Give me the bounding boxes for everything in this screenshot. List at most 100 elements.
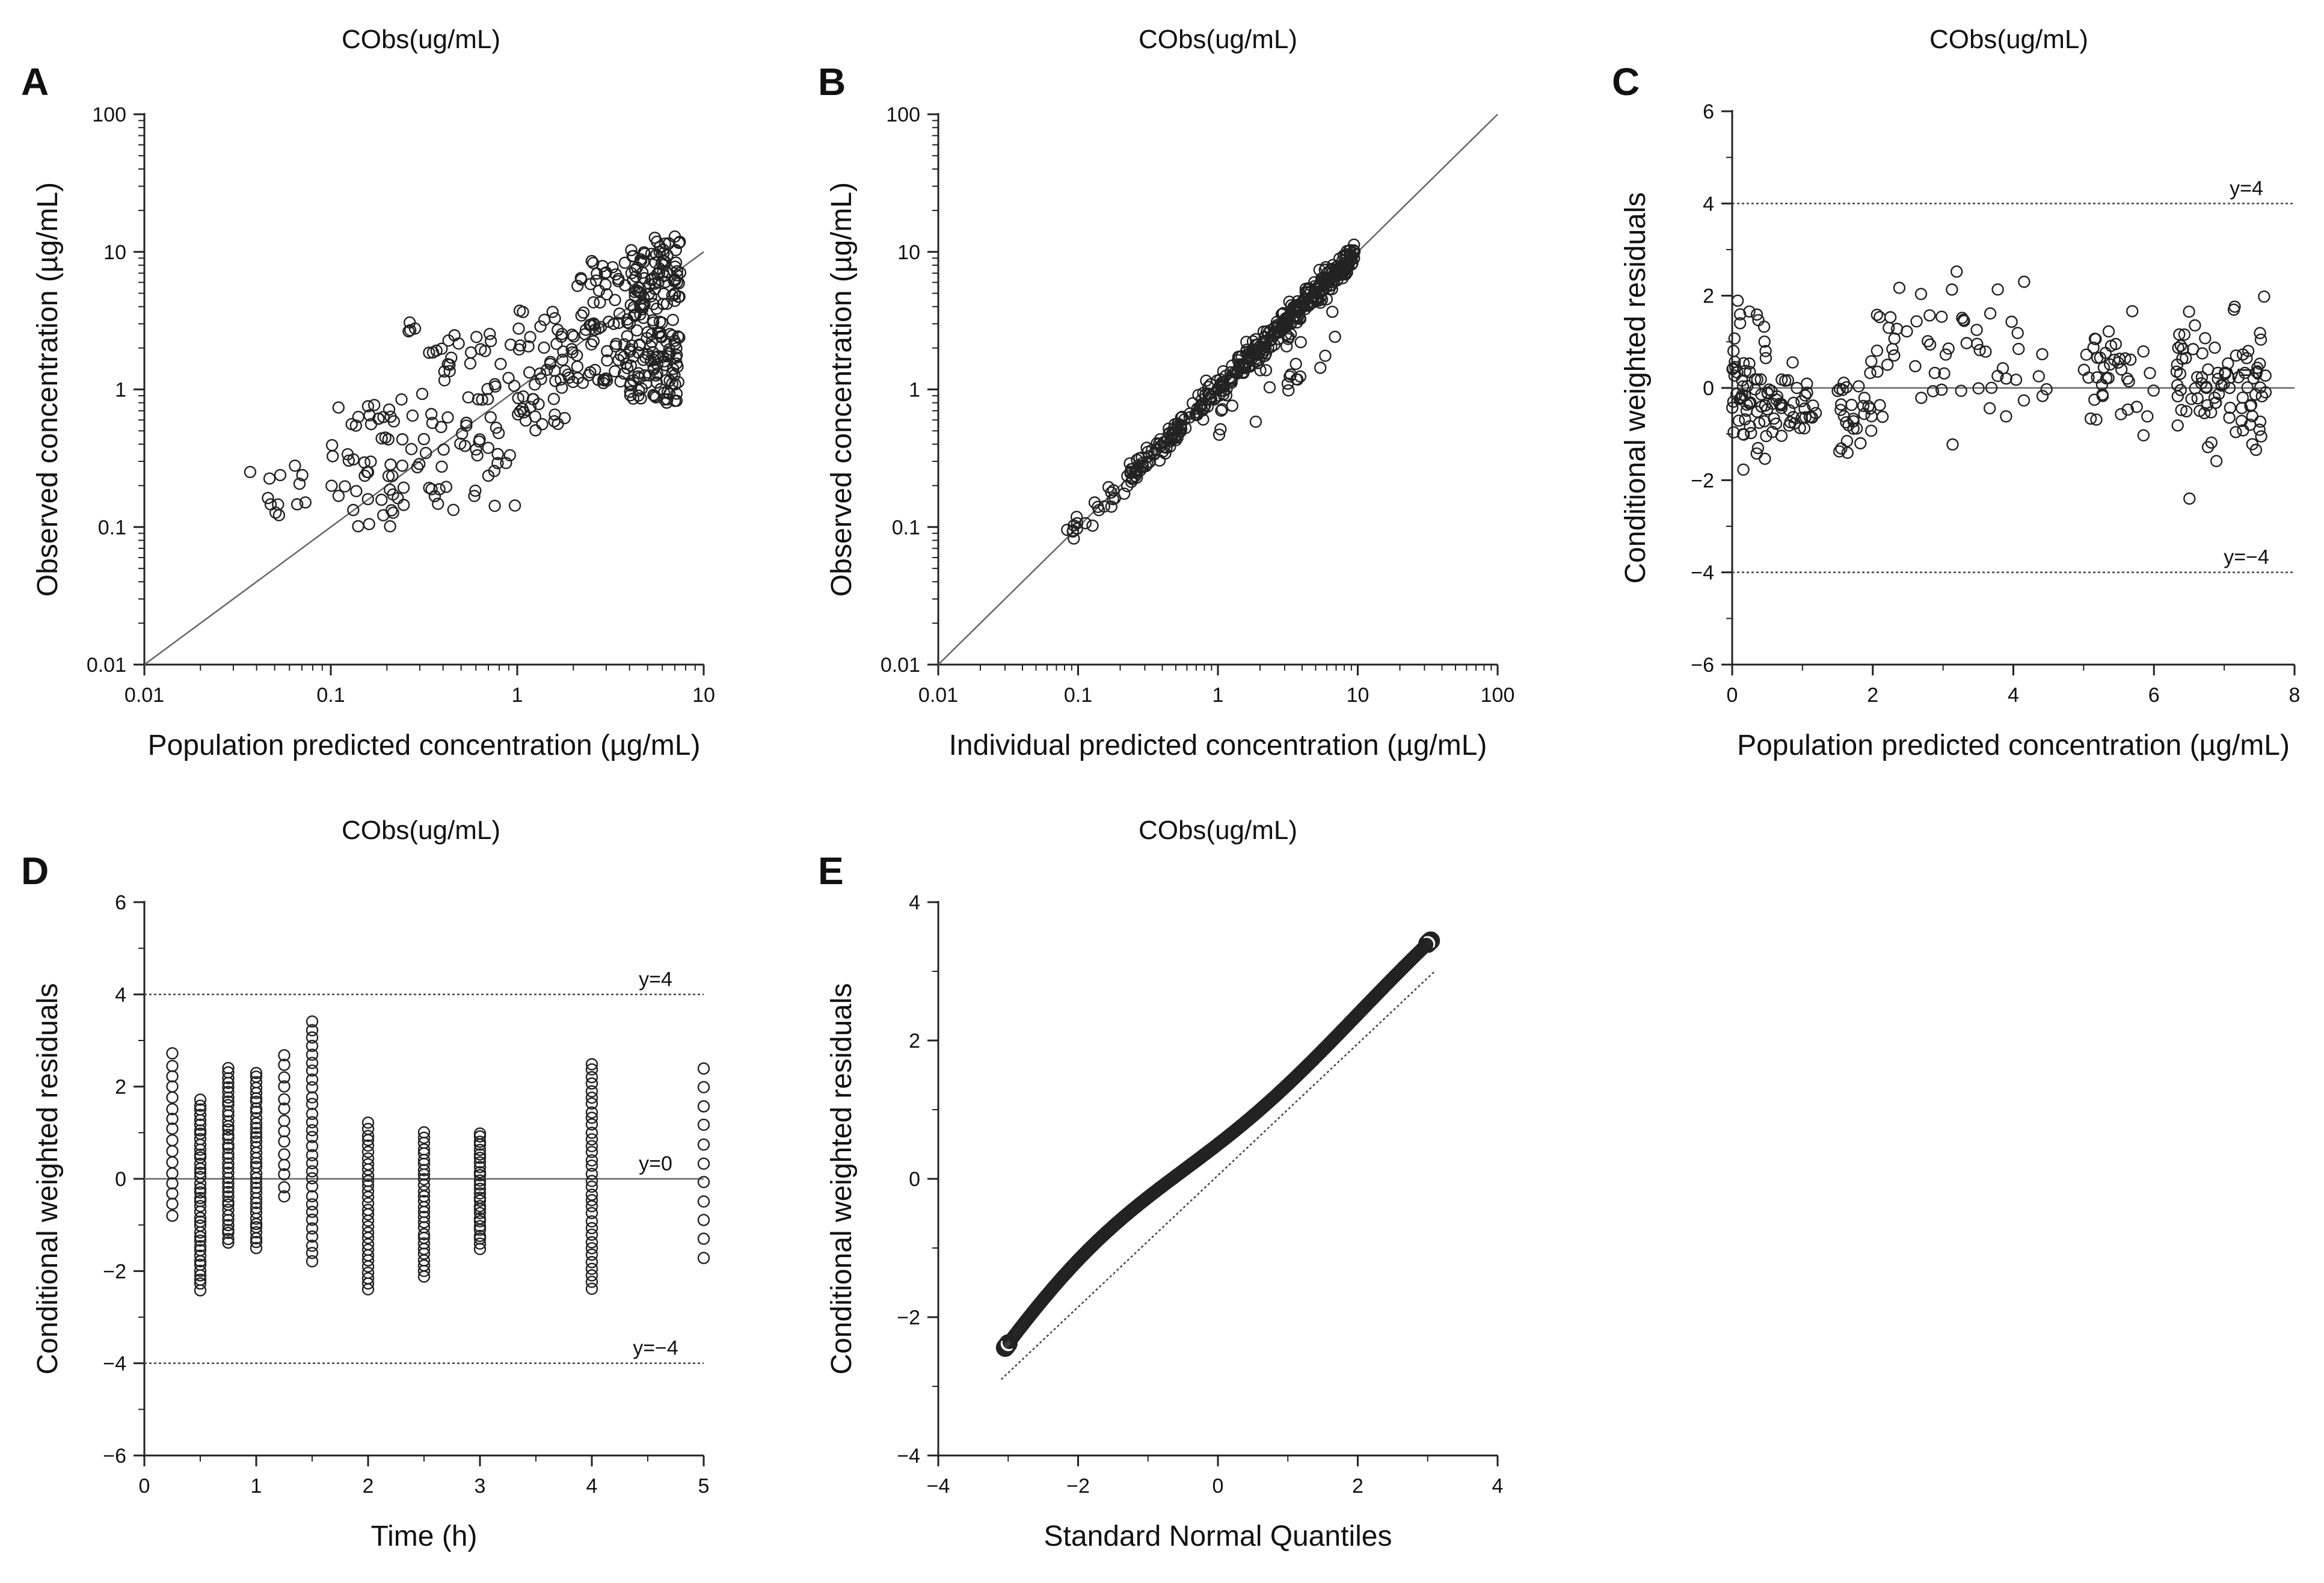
data-point xyxy=(669,256,683,269)
data-point xyxy=(1283,370,1296,383)
data-point xyxy=(659,275,672,289)
data-point xyxy=(1140,441,1153,454)
panel-letter: B xyxy=(818,60,846,103)
panel-e: CObs(ug/mL) E −4 −2 0 2 4 −4 −2 0 2 4 Standard Norma… xyxy=(818,816,1503,1552)
data-point xyxy=(517,306,529,318)
data-point xyxy=(544,355,557,368)
data-point xyxy=(670,349,683,361)
data-point xyxy=(2121,372,2134,385)
data-point xyxy=(1871,365,1884,378)
data-point xyxy=(194,1191,207,1205)
data-point xyxy=(166,1187,179,1200)
data-point xyxy=(417,1259,431,1272)
data-point xyxy=(2137,345,2150,358)
data-point xyxy=(1834,404,1847,416)
data-point xyxy=(332,490,345,502)
data-point xyxy=(222,1099,235,1111)
data-point xyxy=(194,1264,207,1277)
x-tick-label: 10 xyxy=(692,684,715,707)
data-point xyxy=(1783,419,1796,432)
data-point xyxy=(630,324,644,337)
data-point xyxy=(1979,345,1992,358)
data-point xyxy=(1288,303,1301,315)
data-point xyxy=(1214,423,1227,435)
data-point xyxy=(538,313,551,326)
data-point xyxy=(306,1165,319,1178)
data-point xyxy=(473,1148,487,1161)
data-point xyxy=(2119,352,2132,365)
data-point xyxy=(613,307,626,320)
data-point xyxy=(332,401,345,414)
data-point xyxy=(585,1097,598,1110)
data-point xyxy=(352,520,364,533)
data-point xyxy=(1865,355,1878,367)
data-point xyxy=(491,456,504,470)
data-point xyxy=(585,1085,598,1098)
data-point xyxy=(361,1243,375,1256)
data-point xyxy=(697,1062,710,1075)
data-point xyxy=(361,1122,375,1136)
data-point xyxy=(278,1125,290,1138)
x-tick-label: 100 xyxy=(1481,684,1515,707)
data-point xyxy=(194,1127,207,1140)
data-point xyxy=(1302,300,1315,312)
data-point xyxy=(555,330,568,343)
data-point xyxy=(529,424,542,437)
data-point xyxy=(306,1031,319,1044)
data-point xyxy=(2121,403,2135,416)
data-point xyxy=(624,359,638,372)
data-point xyxy=(1935,383,1948,396)
y-tick-label: −6 xyxy=(1691,654,1714,677)
data-point xyxy=(473,1169,487,1182)
data-point xyxy=(1731,294,1744,307)
data-point xyxy=(443,364,456,378)
data-point xyxy=(361,493,374,506)
data-point xyxy=(1256,342,1269,355)
data-point xyxy=(576,377,589,389)
data-point xyxy=(653,262,666,275)
data-point xyxy=(650,376,663,389)
data-point xyxy=(1928,366,1941,380)
data-point xyxy=(416,387,429,401)
data-point xyxy=(1125,476,1138,488)
data-point xyxy=(600,288,613,301)
data-point xyxy=(306,1190,319,1203)
data-point xyxy=(1068,519,1080,532)
x-tick-label: 5 xyxy=(698,1475,710,1498)
data-point xyxy=(417,1228,431,1241)
data-point xyxy=(1336,260,1348,273)
data-point xyxy=(447,503,460,516)
data-point xyxy=(2176,352,2189,365)
data-point xyxy=(1996,362,2009,375)
data-point xyxy=(697,1214,710,1226)
data-point xyxy=(417,1185,431,1198)
data-point xyxy=(361,400,375,413)
data-point xyxy=(594,296,606,309)
data-point xyxy=(306,1039,319,1053)
data-point xyxy=(1186,397,1199,410)
x-tick-label: 1 xyxy=(251,1475,262,1498)
data-point xyxy=(1743,357,1756,370)
data-point xyxy=(1156,445,1169,458)
data-point xyxy=(194,1099,207,1112)
data-point xyxy=(1259,364,1273,377)
data-point xyxy=(194,1157,207,1170)
data-point xyxy=(2224,401,2237,414)
data-point xyxy=(1251,357,1264,369)
data-point xyxy=(405,443,418,455)
x-tick-label: 0.1 xyxy=(316,684,345,707)
x-tick-label: 0.01 xyxy=(124,684,164,707)
data-point xyxy=(222,1081,235,1094)
data-point xyxy=(306,1073,319,1086)
data-point xyxy=(585,1269,598,1282)
data-point xyxy=(488,499,501,512)
data-point xyxy=(417,1126,431,1139)
data-point xyxy=(347,503,360,517)
data-point xyxy=(361,1152,375,1165)
data-point xyxy=(384,520,396,533)
data-point xyxy=(589,364,601,377)
data-point xyxy=(264,498,277,511)
data-point xyxy=(250,1131,263,1144)
data-point xyxy=(274,469,287,482)
data-point xyxy=(194,1258,207,1271)
